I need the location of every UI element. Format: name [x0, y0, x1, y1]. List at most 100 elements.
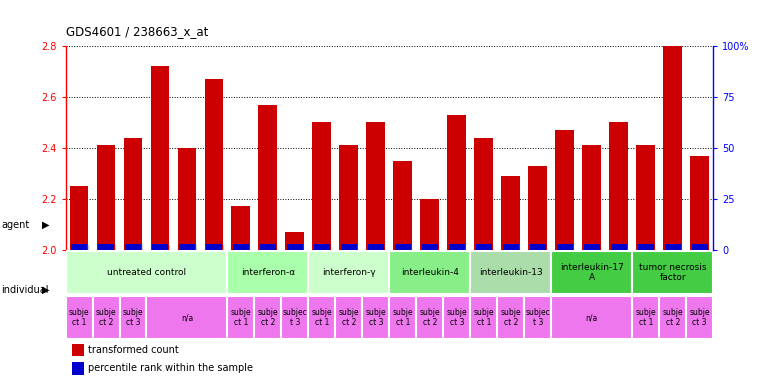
Bar — [551, 250, 632, 294]
Bar — [449, 244, 465, 250]
Bar — [285, 232, 305, 250]
Bar — [393, 161, 412, 250]
Bar — [692, 244, 708, 250]
Text: subje
ct 1: subje ct 1 — [635, 308, 656, 327]
Bar — [69, 186, 89, 250]
Text: interleukin-4: interleukin-4 — [401, 268, 459, 277]
Text: subje
ct 1: subje ct 1 — [311, 308, 332, 327]
Text: subje
ct 3: subje ct 3 — [365, 308, 386, 327]
Text: subje
ct 2: subje ct 2 — [419, 308, 440, 327]
Bar — [686, 296, 713, 339]
Bar — [470, 296, 497, 339]
Text: subjec
t 3: subjec t 3 — [282, 308, 308, 327]
Bar — [476, 244, 492, 250]
Bar — [287, 244, 303, 250]
Text: subje
ct 1: subje ct 1 — [473, 308, 494, 327]
Bar — [258, 104, 278, 250]
Bar — [659, 296, 686, 339]
Text: untreated control: untreated control — [107, 268, 186, 277]
Text: interferon-γ: interferon-γ — [322, 268, 375, 277]
Bar — [72, 344, 84, 356]
Bar — [416, 296, 443, 339]
Bar — [665, 244, 681, 250]
Bar — [341, 244, 357, 250]
Bar — [530, 244, 546, 250]
Bar — [254, 296, 281, 339]
Bar — [177, 148, 197, 250]
Text: subje
ct 3: subje ct 3 — [446, 308, 467, 327]
Bar — [497, 296, 524, 339]
Bar — [632, 250, 713, 294]
Bar — [447, 115, 466, 250]
Text: subje
ct 2: subje ct 2 — [338, 308, 359, 327]
Text: subje
ct 1: subje ct 1 — [392, 308, 413, 327]
Bar — [152, 244, 168, 250]
Bar — [96, 145, 116, 250]
Text: subje
ct 1: subje ct 1 — [231, 308, 251, 327]
Bar — [71, 244, 87, 250]
Bar — [308, 250, 389, 294]
Bar — [528, 166, 547, 250]
Bar — [636, 145, 655, 250]
Text: interferon-α: interferon-α — [241, 268, 295, 277]
Text: subje
ct 3: subje ct 3 — [689, 308, 710, 327]
Bar — [281, 296, 308, 339]
Bar — [146, 296, 227, 339]
Bar — [308, 296, 335, 339]
Bar — [389, 250, 470, 294]
Text: n/a: n/a — [181, 313, 193, 322]
Bar — [93, 296, 120, 339]
Text: tumor necrosis
factor: tumor necrosis factor — [639, 263, 706, 282]
Bar — [420, 199, 439, 250]
Text: transformed count: transformed count — [88, 345, 179, 355]
Text: subje
ct 2: subje ct 2 — [662, 308, 683, 327]
Bar — [335, 296, 362, 339]
Bar — [72, 362, 84, 374]
Text: interleukin-17
A: interleukin-17 A — [560, 263, 624, 282]
Bar — [368, 244, 384, 250]
Bar — [233, 244, 249, 250]
Bar — [227, 296, 254, 339]
Text: subje
ct 3: subje ct 3 — [123, 308, 143, 327]
Bar — [66, 296, 93, 339]
Bar — [231, 206, 251, 250]
Text: subje
ct 2: subje ct 2 — [258, 308, 278, 327]
Bar — [638, 244, 654, 250]
Text: subje
ct 1: subje ct 1 — [69, 308, 89, 327]
Bar — [120, 296, 146, 339]
Bar — [611, 244, 627, 250]
Bar — [470, 250, 551, 294]
Text: individual: individual — [2, 285, 49, 295]
Text: ▶: ▶ — [42, 220, 50, 230]
Bar — [582, 145, 601, 250]
Text: subje
ct 2: subje ct 2 — [96, 308, 116, 327]
Bar — [366, 122, 386, 250]
Bar — [690, 156, 709, 250]
Bar — [551, 296, 632, 339]
Bar — [503, 244, 519, 250]
Bar — [339, 145, 359, 250]
Text: ▶: ▶ — [42, 285, 50, 295]
Bar — [66, 250, 227, 294]
Text: interleukin-13: interleukin-13 — [479, 268, 543, 277]
Bar — [584, 244, 600, 250]
Bar — [123, 138, 143, 250]
Bar — [389, 296, 416, 339]
Bar — [362, 296, 389, 339]
Text: n/a: n/a — [586, 313, 598, 322]
Bar — [474, 138, 493, 250]
Bar — [98, 244, 114, 250]
Bar — [609, 122, 628, 250]
Bar — [501, 176, 520, 250]
Bar — [125, 244, 141, 250]
Text: GDS4601 / 238663_x_at: GDS4601 / 238663_x_at — [66, 25, 208, 38]
Bar — [227, 250, 308, 294]
Bar — [663, 46, 682, 250]
Bar — [395, 244, 411, 250]
Bar — [422, 244, 438, 250]
Bar — [206, 244, 222, 250]
Bar — [314, 244, 330, 250]
Text: agent: agent — [2, 220, 30, 230]
Bar — [312, 122, 332, 250]
Text: subjec
t 3: subjec t 3 — [525, 308, 550, 327]
